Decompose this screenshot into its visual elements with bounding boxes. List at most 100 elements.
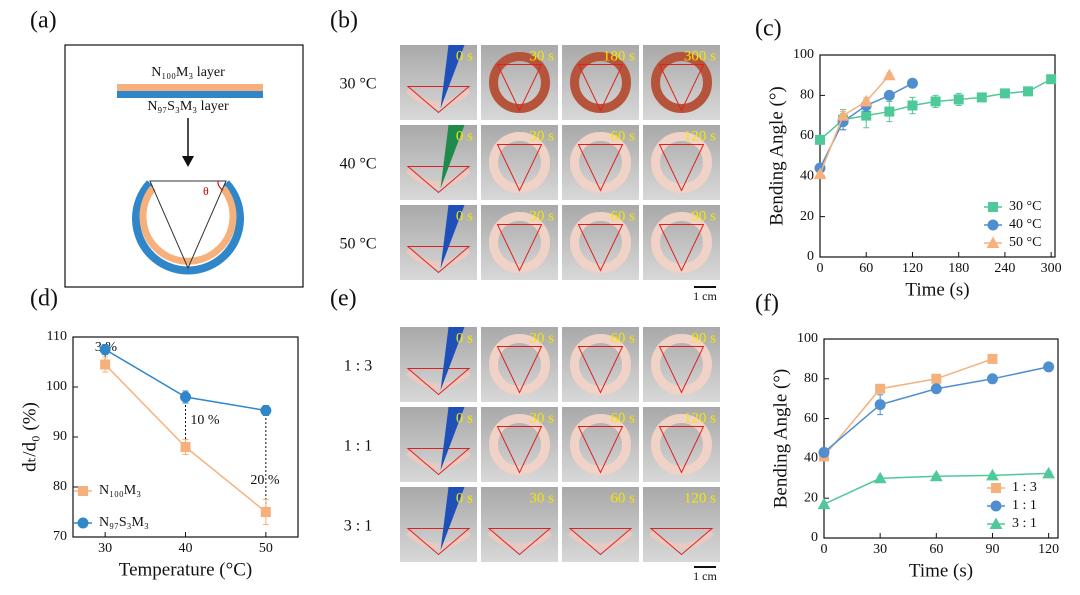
x-tick-label: 90 (985, 542, 999, 557)
marker (813, 167, 827, 180)
sample-ring (570, 52, 631, 113)
marker (999, 88, 1010, 99)
x-tick-label: 40 (179, 541, 193, 556)
legend-label: 1 : 3 (1012, 480, 1037, 495)
y-tick-label: 100 (46, 379, 67, 394)
sample (405, 248, 472, 268)
x-axis-label: Time (s) (909, 560, 973, 581)
y-tick-label: 100 (793, 47, 814, 62)
y-tick-label: 20 (804, 490, 818, 505)
layer-label: N₉₇S₃M₃ layer (147, 99, 229, 114)
legend-marker (77, 517, 89, 529)
y-tick-label: 100 (797, 331, 818, 346)
annotation: 20 % (250, 473, 280, 488)
sample (486, 530, 553, 550)
time-label: 30 s (529, 208, 554, 224)
row-label: 40 °C (339, 156, 376, 173)
x-tick-label: 30 (98, 541, 112, 556)
time-label: 0 s (456, 410, 473, 426)
pipette (440, 487, 465, 551)
angle-label: θ (203, 184, 209, 198)
time-label: 30 s (529, 490, 554, 506)
marker (859, 94, 873, 107)
y-axis-label: dₜ/d₀ (%) (19, 402, 40, 472)
angle-guide (496, 224, 543, 272)
time-label: 0 s (456, 48, 473, 64)
sample-ring (570, 132, 631, 193)
marker (818, 446, 830, 458)
marker (986, 468, 999, 481)
legend-label: N₉₇S₃M₃ (99, 515, 149, 530)
y-axis-label: Bending Angle (°) (766, 86, 787, 226)
orange-layer (117, 84, 263, 91)
pipette (440, 45, 465, 109)
legend-label: 50 °C (1009, 235, 1041, 250)
time-label: 60 s (610, 330, 635, 346)
sample-ring (651, 52, 712, 113)
sample-ring (570, 414, 631, 475)
panel-label: (d) (30, 286, 58, 312)
pipette (440, 407, 465, 471)
x-tick-label: 120 (1038, 542, 1059, 557)
sample-ring (489, 132, 550, 193)
marker (180, 391, 191, 403)
sample-ring (570, 334, 631, 395)
time-label: 90 s (691, 330, 716, 346)
marker (1042, 466, 1055, 479)
blue-layer (117, 91, 263, 98)
angle-guide (496, 346, 543, 394)
time-label: 30 s (529, 410, 554, 426)
time-label: 60 s (610, 128, 635, 144)
angle-triangle (149, 180, 227, 270)
angle-guide (496, 144, 543, 192)
angle-guide (406, 528, 471, 556)
marker (815, 134, 825, 145)
marker (931, 373, 942, 384)
x-tick-label: 180 (948, 261, 969, 276)
legend-marker (986, 236, 1000, 248)
marker (874, 399, 886, 411)
layer-label: N₁₀₀M₃ layer (151, 65, 225, 80)
row-label: 3 : 1 (344, 518, 372, 535)
angle-guide (496, 426, 543, 474)
annotation: 10 % (190, 413, 220, 428)
angle-guide (406, 86, 471, 114)
row-label: 50 °C (339, 236, 376, 253)
time-label: 60 s (610, 410, 635, 426)
x-tick-label: 60 (859, 261, 873, 276)
time-label: 0 s (456, 208, 473, 224)
sample-ring (489, 52, 550, 113)
angle-guide (487, 528, 552, 556)
angle-guide (406, 448, 471, 476)
time-label: 30 s (529, 128, 554, 144)
x-tick-label: 240 (994, 261, 1015, 276)
x-axis-label: Temperature (°C) (119, 559, 252, 580)
marker (260, 405, 272, 416)
y-tick-label: 80 (800, 88, 814, 103)
angle-guide (658, 426, 705, 474)
angle-guide (406, 368, 471, 396)
marker (953, 94, 964, 105)
angle-guide (658, 144, 705, 192)
marker (1023, 86, 1034, 97)
y-tick-label: 70 (53, 529, 67, 544)
marker (929, 469, 943, 482)
marker (906, 77, 918, 89)
row-label: 1 : 3 (344, 358, 372, 375)
angle-guide (577, 64, 624, 112)
marker (99, 344, 111, 355)
marker (883, 89, 895, 101)
y-tick-label: 110 (47, 329, 67, 344)
legend-label: 40 °C (1009, 217, 1041, 232)
row-label: 30 °C (339, 76, 376, 93)
legend-marker (991, 483, 1001, 493)
time-label: 60 s (610, 490, 635, 506)
row-label: 1 : 1 (344, 438, 372, 455)
angle-guide (577, 224, 624, 272)
legend-marker (990, 500, 1002, 512)
series-line (819, 74, 890, 175)
sample-ring (651, 414, 712, 475)
legend-marker (989, 517, 1003, 529)
sample-ring (651, 132, 712, 193)
angle-guide (649, 528, 714, 556)
